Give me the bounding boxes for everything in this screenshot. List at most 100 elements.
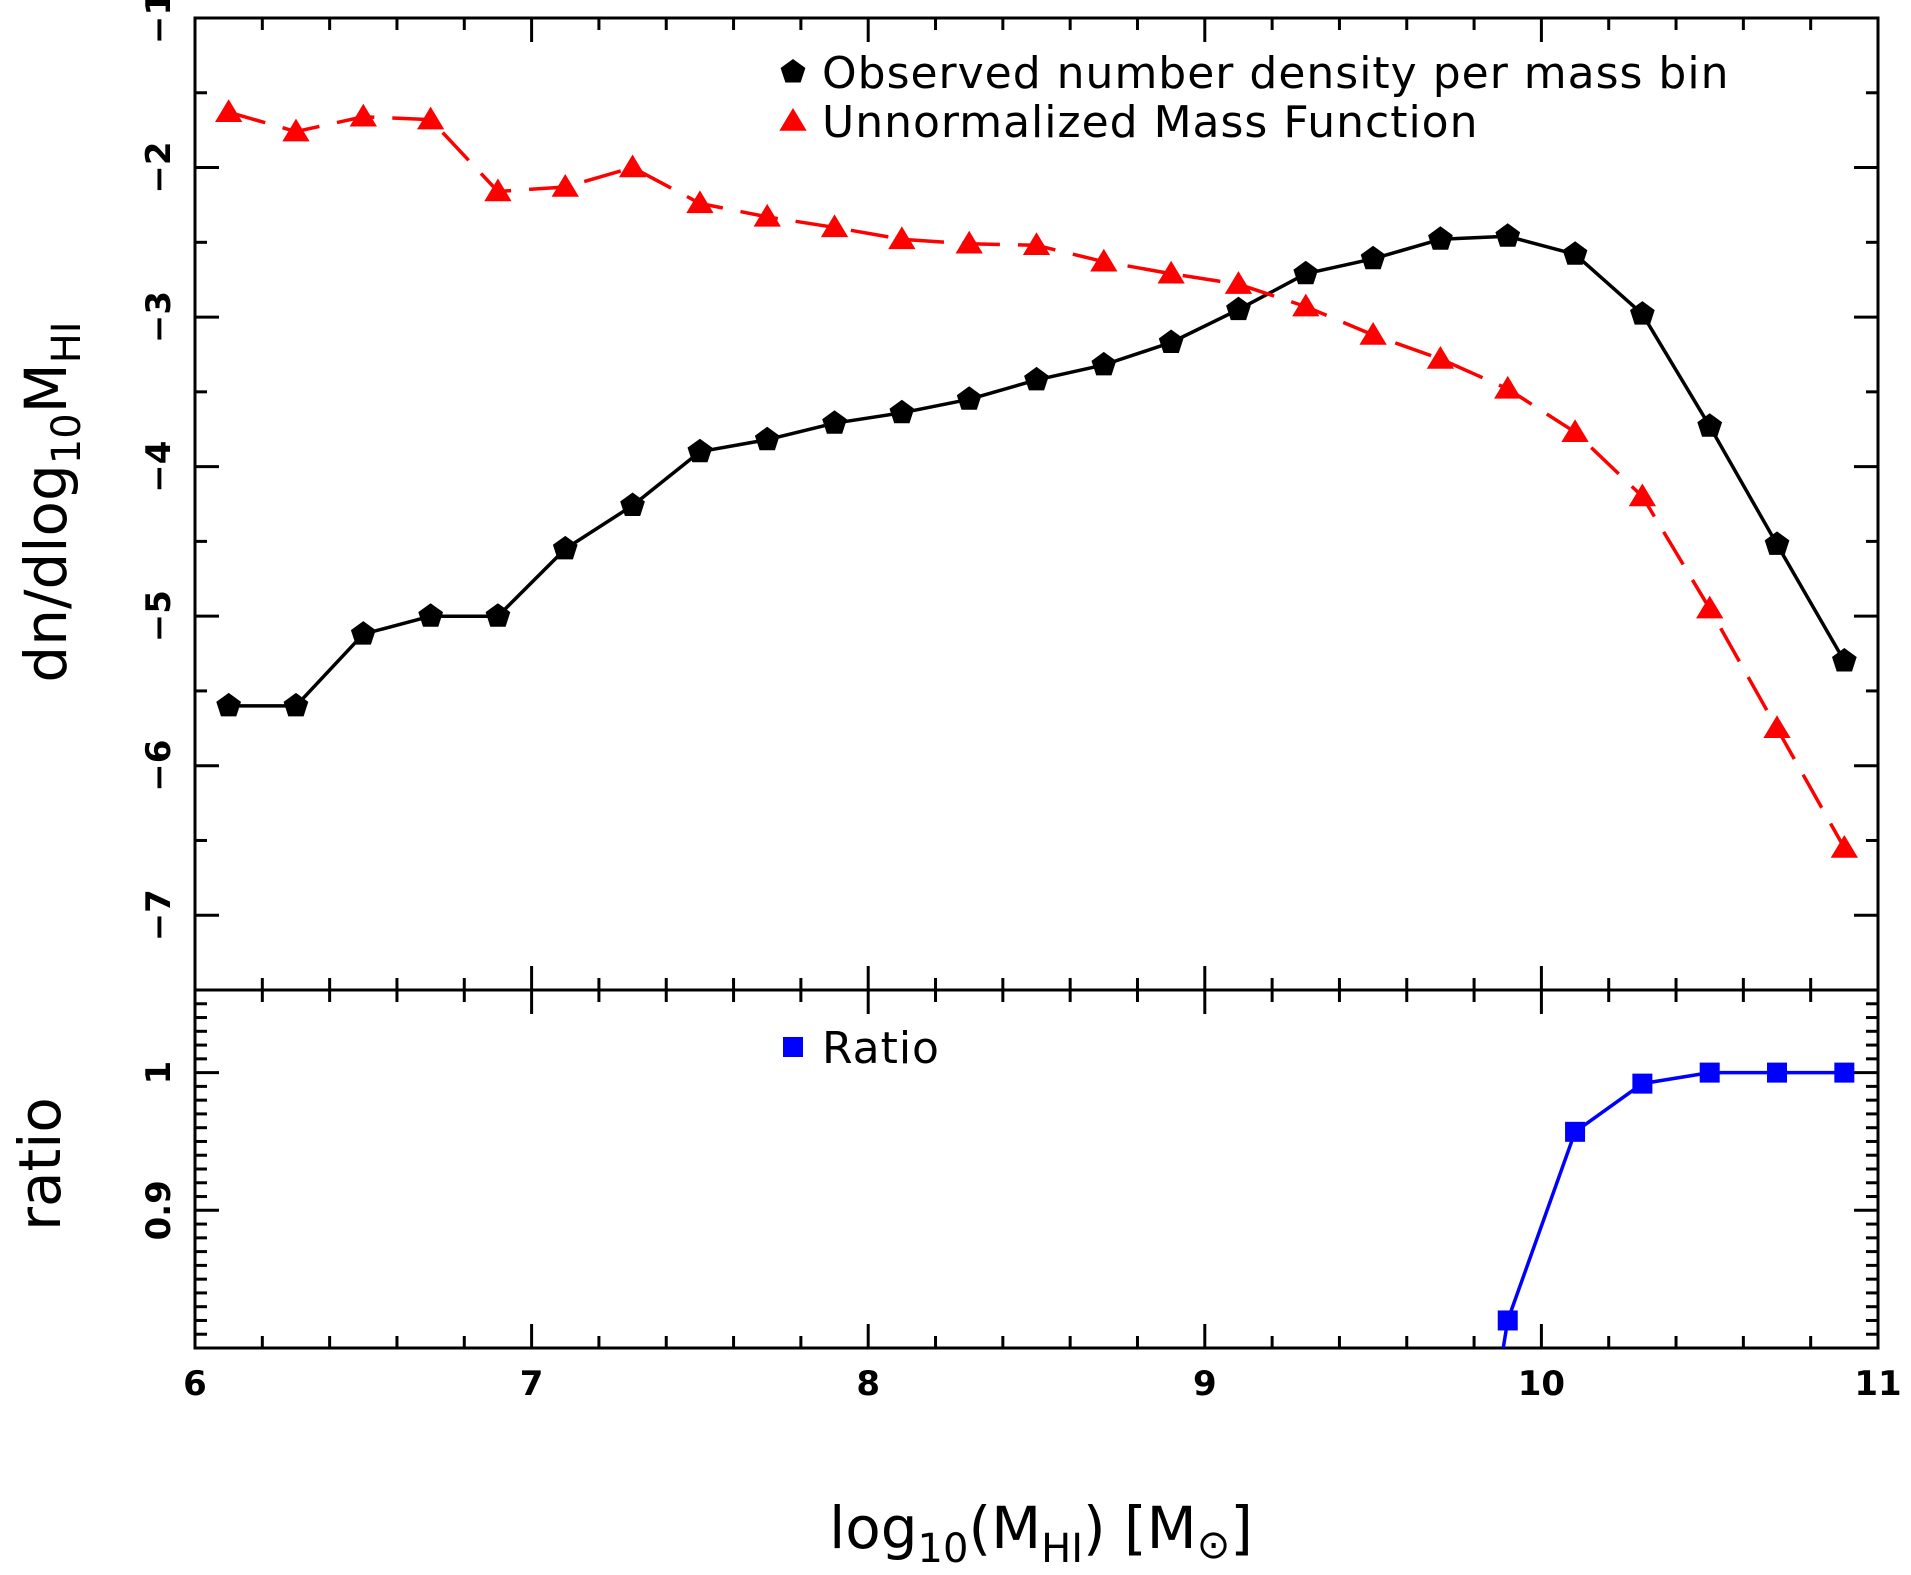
data-point-triangle bbox=[551, 173, 579, 197]
xtick-label: 6 bbox=[183, 1364, 207, 1404]
xtick-label: 8 bbox=[856, 1364, 880, 1404]
data-point-triangle bbox=[888, 226, 916, 250]
data-point-square bbox=[1767, 1062, 1788, 1083]
top-legend: Observed number density per mass bin Unn… bbox=[779, 48, 1728, 148]
data-point-pentagon bbox=[822, 410, 847, 434]
data-point-pentagon bbox=[485, 603, 511, 627]
data-point-pentagon bbox=[1293, 260, 1319, 285]
series-line-0 bbox=[228, 234, 1846, 708]
data-point-triangle bbox=[955, 230, 983, 254]
xtick-label: 9 bbox=[1193, 1364, 1217, 1404]
data-point-triangle bbox=[1426, 345, 1455, 369]
top-ylabel-sub: 10 bbox=[44, 413, 90, 464]
top-ytick-label: −6 bbox=[139, 740, 179, 792]
top-axis-ticks bbox=[193, 16, 1880, 992]
top-series-group bbox=[215, 99, 1858, 858]
bottom-ylabel: ratio bbox=[6, 1097, 74, 1231]
data-point-triangle bbox=[1022, 232, 1051, 256]
data-point-triangle bbox=[349, 103, 377, 127]
top-panel: −7 −6 −5 −4 −3 −2 −1 Observed number density p… bbox=[12, 0, 1880, 992]
bottom-axis-ticks bbox=[193, 988, 1880, 1350]
data-point-triangle bbox=[416, 106, 445, 130]
data-point-pentagon bbox=[1091, 351, 1117, 376]
data-point-pentagon bbox=[1428, 226, 1453, 250]
series-observed bbox=[216, 223, 1857, 717]
data-point-triangle bbox=[1696, 595, 1724, 619]
data-point-square bbox=[1497, 1310, 1518, 1331]
data-point-square bbox=[1699, 1062, 1720, 1083]
bottom-ytick-label: 0.9 bbox=[139, 1180, 179, 1240]
series-unnormalized bbox=[215, 99, 1858, 858]
data-point-triangle bbox=[686, 190, 714, 214]
data-point-triangle bbox=[1830, 834, 1858, 858]
data-point-pentagon bbox=[1360, 245, 1386, 270]
legend-marker-unnormalized bbox=[779, 108, 807, 131]
xtick-label: 10 bbox=[1518, 1364, 1565, 1404]
xlabel-sub2: HI bbox=[1041, 1526, 1083, 1572]
legend-label-unnormalized: Unnormalized Mass Function bbox=[822, 97, 1478, 148]
legend-label-ratio: Ratio bbox=[822, 1023, 940, 1074]
legend-triangle-marker bbox=[779, 108, 807, 131]
bottom-ytick-label: 1 bbox=[139, 1061, 179, 1085]
xtick-label: 11 bbox=[1854, 1364, 1901, 1404]
legend-marker-observed bbox=[780, 59, 806, 83]
data-point-square bbox=[1834, 1062, 1855, 1083]
xlabel-main4: ] bbox=[1230, 1494, 1253, 1562]
data-point-pentagon bbox=[1832, 648, 1857, 672]
data-point-triangle bbox=[753, 203, 781, 227]
data-point-triangle bbox=[215, 99, 243, 122]
data-point-pentagon bbox=[956, 386, 982, 410]
data-point-pentagon bbox=[1024, 366, 1049, 391]
data-point-triangle bbox=[1090, 248, 1118, 272]
top-plot-frame bbox=[193, 16, 1880, 992]
data-point-pentagon bbox=[216, 692, 241, 717]
data-point-square bbox=[1632, 1073, 1653, 1094]
series-line-ratio bbox=[1501, 1070, 1845, 1348]
data-point-triangle bbox=[1561, 419, 1589, 442]
top-ylabel-sub2: HI bbox=[44, 321, 90, 363]
data-point-triangle bbox=[1157, 260, 1185, 284]
series-line-1 bbox=[228, 110, 1846, 849]
data-point-pentagon bbox=[1158, 329, 1184, 353]
data-point-pentagon bbox=[350, 621, 376, 645]
xlabel-main3: ) [M bbox=[1083, 1494, 1197, 1562]
bottom-ytick-labels: 0.91 bbox=[139, 1061, 179, 1241]
data-point-pentagon bbox=[283, 692, 309, 717]
top-ytick-label: −7 bbox=[139, 889, 179, 941]
top-ytick-label: −5 bbox=[139, 590, 179, 642]
series-ratio bbox=[1497, 1062, 1855, 1348]
legend-square-marker bbox=[783, 1037, 803, 1057]
top-ytick-label: −1 bbox=[139, 0, 179, 44]
data-point-triangle bbox=[1224, 271, 1253, 294]
data-point-triangle bbox=[1763, 715, 1791, 739]
top-ytick-labels: −7 −6 −5 −4 −3 −2 −1 bbox=[139, 0, 179, 941]
data-point-pentagon bbox=[1495, 223, 1521, 247]
data-point-pentagon bbox=[418, 603, 443, 627]
data-point-triangle bbox=[1494, 375, 1522, 399]
legend-pentagon-marker bbox=[780, 59, 806, 83]
top-ytick-label: −3 bbox=[139, 291, 179, 343]
top-ylabel: dn/dlog10MHI bbox=[12, 321, 90, 682]
data-point-pentagon bbox=[620, 492, 645, 516]
xlabel: log10(MHI) [M⊙] bbox=[829, 1494, 1253, 1572]
data-point-triangle bbox=[618, 154, 647, 178]
top-ylabel-main2: M bbox=[12, 363, 80, 413]
data-point-pentagon bbox=[1562, 241, 1588, 265]
xlabel-main: log bbox=[829, 1494, 917, 1562]
data-point-triangle bbox=[820, 214, 849, 238]
top-ylabel-main: dn/dlog bbox=[12, 464, 80, 682]
data-point-triangle bbox=[484, 178, 512, 202]
data-point-triangle bbox=[282, 118, 310, 142]
xlabel-sub: 10 bbox=[918, 1526, 969, 1572]
data-point-pentagon bbox=[1764, 531, 1790, 555]
data-point-triangle bbox=[1359, 322, 1387, 345]
data-point-triangle bbox=[1628, 483, 1657, 507]
data-point-pentagon bbox=[1630, 301, 1655, 325]
bottom-legend: Ratio bbox=[783, 1023, 940, 1074]
xlabel-main2: (M bbox=[968, 1494, 1041, 1562]
xtick-label: 7 bbox=[520, 1364, 544, 1404]
data-point-triangle bbox=[1292, 293, 1320, 317]
top-ytick-label: −4 bbox=[139, 441, 179, 493]
data-point-pentagon bbox=[552, 535, 578, 560]
